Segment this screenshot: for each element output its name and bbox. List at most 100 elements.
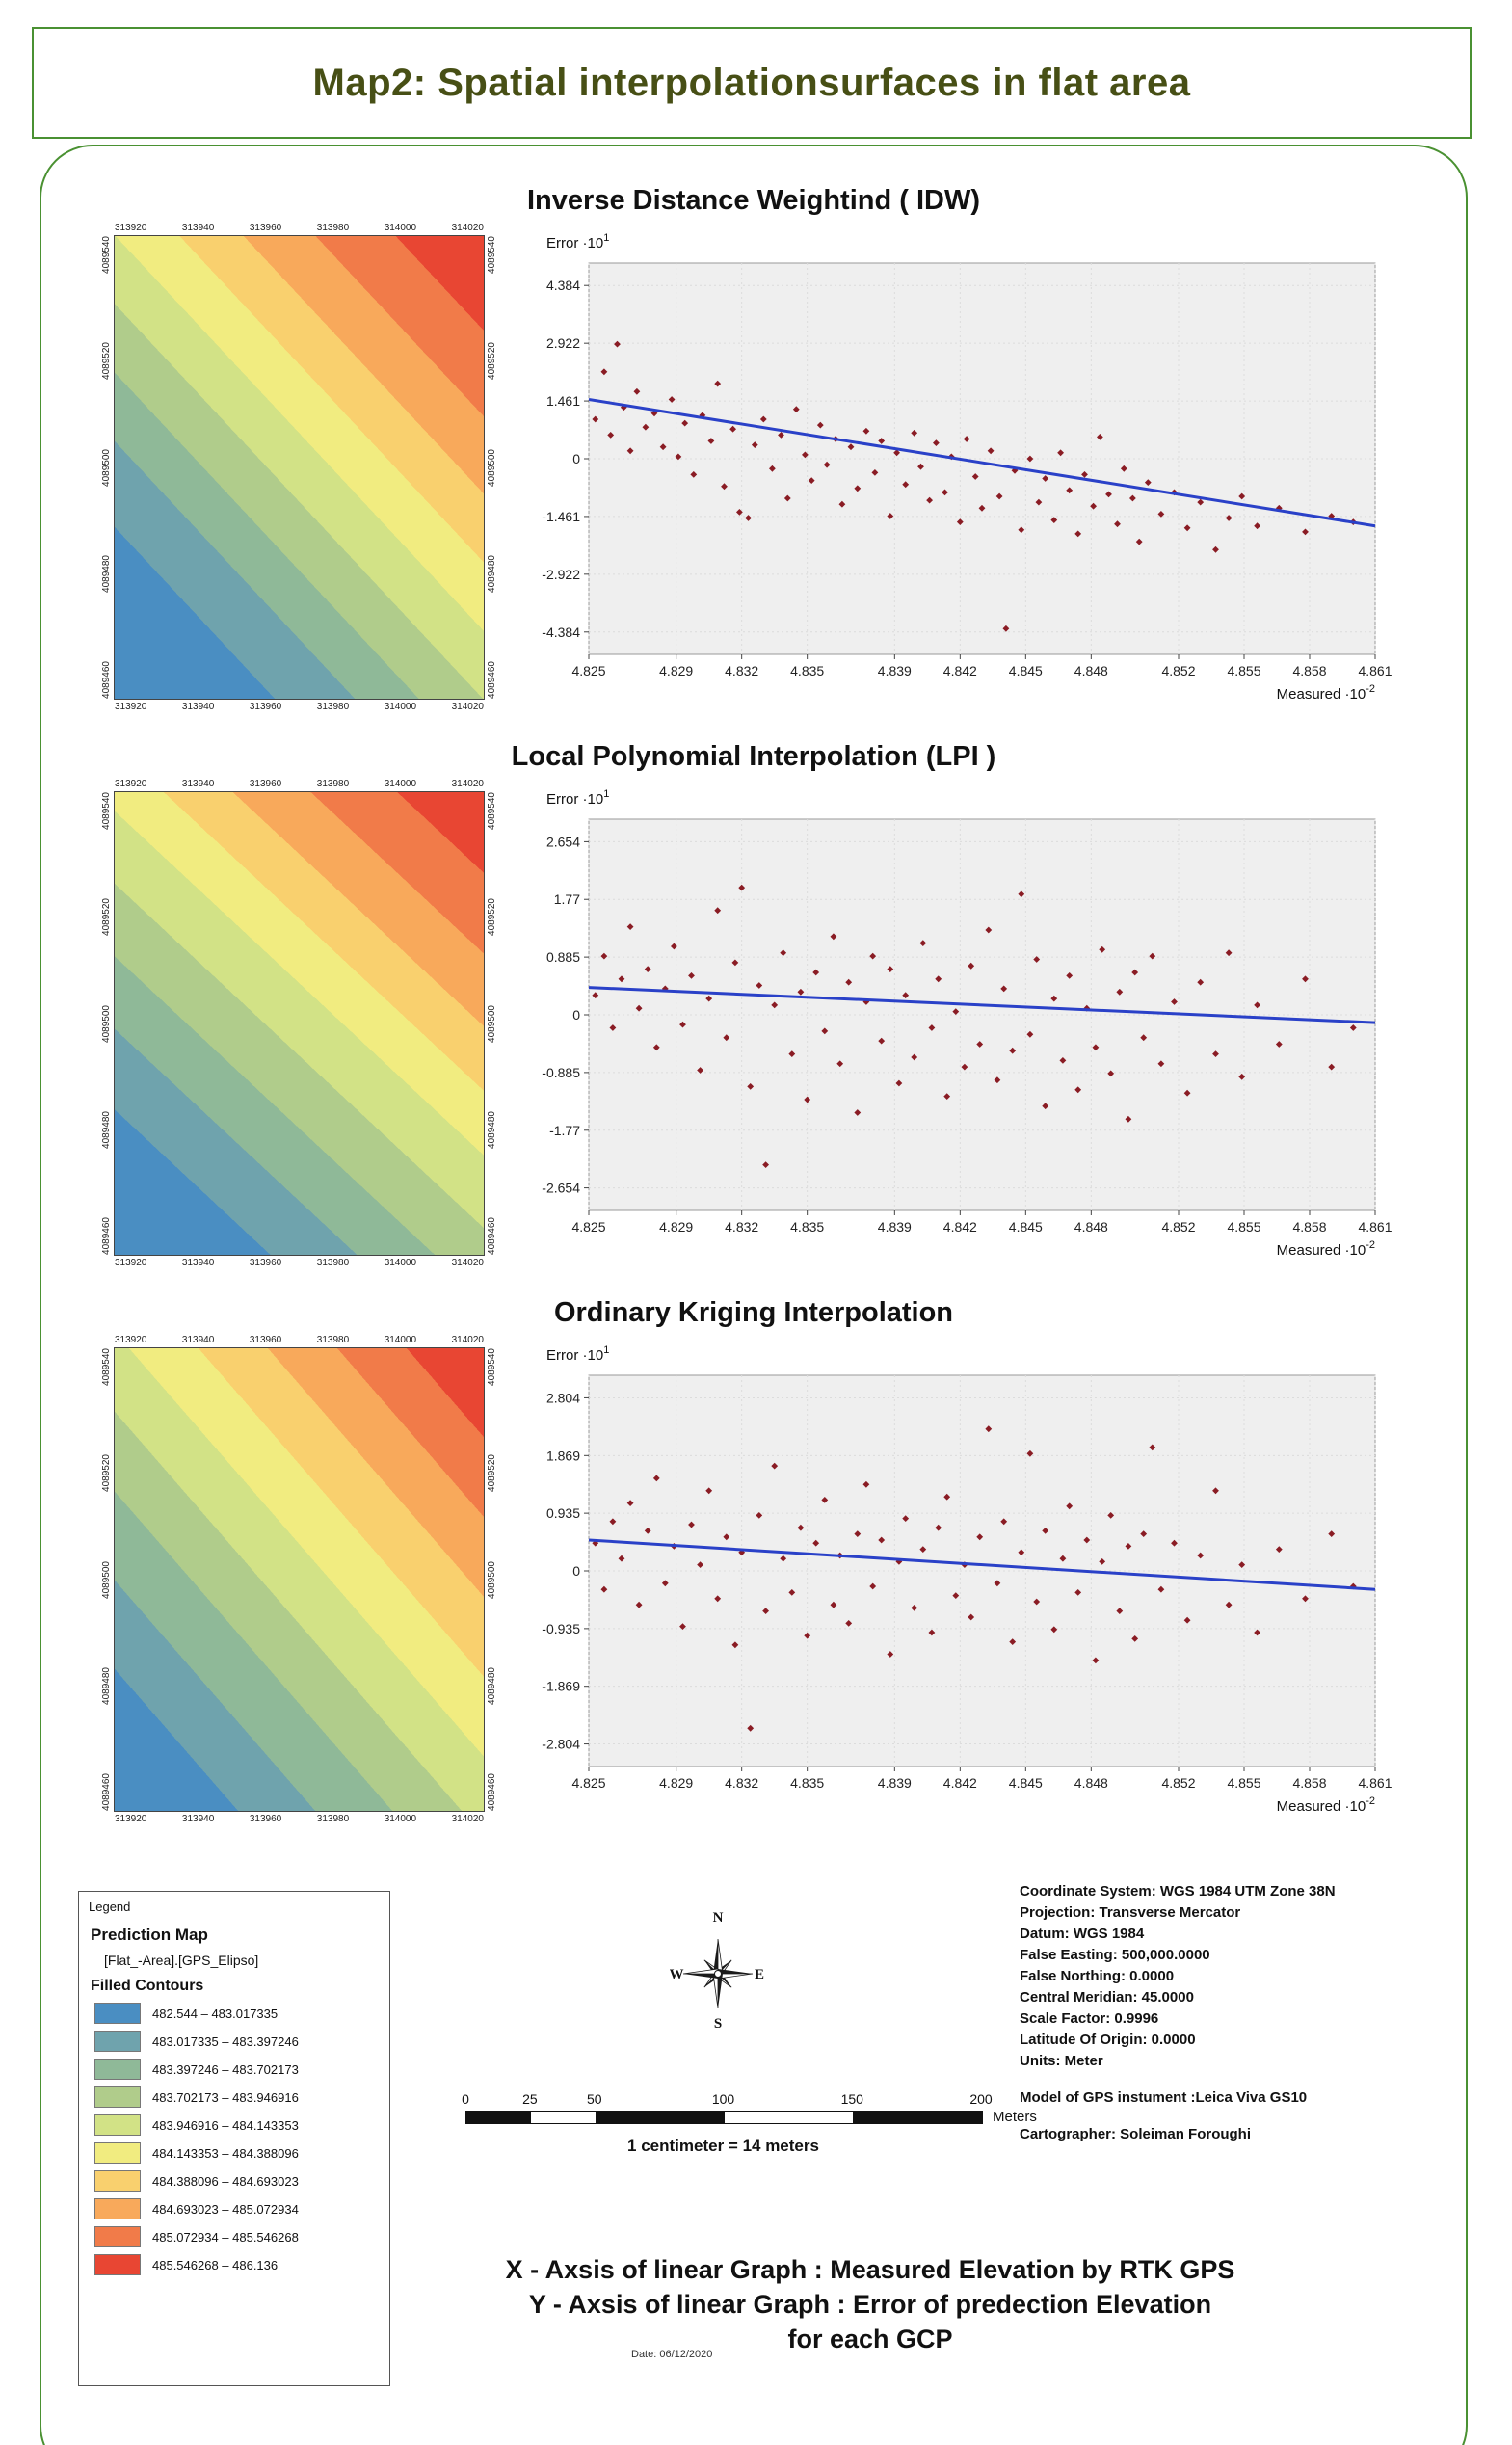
interpolation-surface: [114, 1347, 485, 1812]
map-tick-label: 4089480: [101, 1666, 112, 1705]
map-tick-label: 313940: [181, 1814, 215, 1824]
section-row: 313920 313940 313960 313980 314000 314020 408…: [41, 1329, 1466, 1830]
section-kriging: Ordinary Kriging Interpolation 313920 313…: [41, 1297, 1466, 1830]
page-title: Map2: Spatial interpolationsurfaces in f…: [312, 61, 1191, 104]
map-middle: 4089540 4089520 4089500 4089480 4089460 4089…: [99, 1347, 499, 1812]
legend-entries: 482.544 – 483.017335 483.017335 – 483.397…: [89, 2003, 380, 2275]
legend-swatch: [94, 2086, 141, 2108]
svg-text:4.855: 4.855: [1227, 1219, 1260, 1235]
legend-swatch: [94, 2059, 141, 2080]
legend-entry: 483.702173 – 483.946916: [94, 2086, 380, 2108]
scale-tick-label: 150: [840, 2091, 863, 2107]
svg-text:-2.654: -2.654: [542, 1180, 580, 1195]
error-scatter-chart-kriging: 4.825 4.829 4.832 4.835 4.839 4.842 4.845 4.848…: [525, 1331, 1402, 1829]
svg-text:Measured ·10-2: Measured ·10-2: [1277, 683, 1375, 703]
map-y-axis-labels-left: 4089540 4089520 4089500 4089480 4089460: [99, 1348, 114, 1811]
svg-text:4.858: 4.858: [1292, 1775, 1326, 1791]
svg-text:Measured ·10-2: Measured ·10-2: [1277, 1239, 1375, 1259]
map-x-axis-labels-bottom: 313920 313940 313960 313980 314000 314020: [115, 1814, 484, 1824]
coordinate-system-info-line: Central Meridian: 45.0000: [1020, 1989, 1194, 2006]
map-tick-label: 313980: [316, 1814, 350, 1824]
svg-text:4.832: 4.832: [725, 1219, 758, 1235]
map-tick-label: 4089480: [101, 1110, 112, 1149]
legend-swatch: [94, 2003, 141, 2024]
scale-tick-label: 200: [969, 2091, 993, 2107]
svg-text:4.825: 4.825: [571, 1219, 605, 1235]
svg-text:-1.461: -1.461: [542, 508, 580, 523]
map-y-axis-labels-left: 4089540 4089520 4089500 4089480 4089460: [99, 792, 114, 1255]
svg-text:Error ·101: Error ·101: [546, 232, 609, 252]
scale-bar: 0 25 50 100 150 200 Meters 1 centimeter = 14 …: [462, 2091, 1063, 2156]
map-tick-label: 313980: [316, 702, 350, 712]
section-title-lpi: Local Polynomial Interpolation (LPI ): [511, 741, 996, 772]
legend-entry: 484.388096 – 484.693023: [94, 2170, 380, 2192]
section-idw: Inverse Distance Weightind ( IDW) 313920…: [41, 185, 1466, 718]
svg-text:1.869: 1.869: [546, 1448, 580, 1463]
scale-bar-segment: [724, 2111, 854, 2123]
legend-entry: 483.397246 – 483.702173: [94, 2059, 380, 2080]
coordinate-system-info-line: Units: Meter: [1020, 2053, 1103, 2069]
svg-text:4.855: 4.855: [1227, 1775, 1260, 1791]
map-tick-label: 4089540: [487, 236, 497, 274]
svg-text:0.885: 0.885: [546, 949, 580, 965]
legend-swatch: [94, 2226, 141, 2247]
svg-text:2.654: 2.654: [546, 834, 580, 849]
svg-text:4.848: 4.848: [1074, 1775, 1108, 1791]
scatter-plot: 4.825 4.829 4.832 4.835 4.839 4.842 4.845 4.848…: [542, 788, 1392, 1259]
svg-text:Measured ·10-2: Measured ·10-2: [1277, 1795, 1375, 1815]
svg-text:4.825: 4.825: [571, 1775, 605, 1791]
map-tick-label: 4089480: [487, 1110, 497, 1149]
map-x-axis-labels-top: 313920 313940 313960 313980 314000 314020: [115, 223, 484, 233]
map-tick-label: 314000: [384, 1814, 417, 1824]
map-tick-label: 313960: [249, 1258, 282, 1268]
compass-west-label: W: [670, 1967, 684, 1982]
svg-text:4.829: 4.829: [659, 1219, 693, 1235]
map-tick-label: 4089520: [101, 1454, 112, 1493]
map-tick-label: 313980: [316, 1258, 350, 1268]
scale-tick-label: 0: [462, 2091, 469, 2107]
scale-tick-label: 25: [522, 2091, 538, 2107]
svg-text:1.461: 1.461: [546, 393, 580, 409]
map-tick-label: 4089520: [101, 898, 112, 937]
scale-bar-segments: [465, 2110, 983, 2124]
error-scatter-chart-lpi: 4.825 4.829 4.832 4.835 4.839 4.842 4.845 4.848…: [525, 775, 1402, 1273]
scale-note: 1 centimeter = 14 meters: [627, 2137, 819, 2155]
legend-entry-label: 483.946916 – 484.143353: [152, 2117, 299, 2133]
map-tick-label: 314020: [451, 1258, 484, 1268]
map-tick-label: 4089480: [487, 1666, 497, 1705]
svg-text:4.855: 4.855: [1227, 663, 1260, 678]
map-tick-label: 4089500: [101, 448, 112, 487]
svg-text:4.839: 4.839: [878, 1775, 912, 1791]
scale-tick-label: 100: [711, 2091, 735, 2107]
map-tick-label: 313920: [115, 779, 147, 789]
map-tick-label: 313980: [316, 779, 350, 789]
main-content-box: Inverse Distance Weightind ( IDW) 313920…: [40, 145, 1468, 2445]
svg-text:4.835: 4.835: [790, 663, 824, 678]
compass-east-label: E: [755, 1967, 764, 1982]
axis-explanation-line-x: X - Axsis of linear Graph : Measured Ele…: [505, 2255, 1235, 2284]
svg-text:4.858: 4.858: [1292, 663, 1326, 678]
legend-entry-label: 483.702173 – 483.946916: [152, 2089, 299, 2105]
svg-text:4.829: 4.829: [659, 663, 693, 678]
svg-text:4.852: 4.852: [1161, 1775, 1195, 1791]
map-tick-label: 4089460: [101, 1773, 112, 1811]
svg-text:4.842: 4.842: [943, 663, 977, 678]
svg-text:4.861: 4.861: [1358, 1219, 1392, 1235]
map-x-axis-labels-bottom: 313920 313940 313960 313980 314000 314020: [115, 702, 484, 712]
map-middle: 4089540 4089520 4089500 4089480 4089460 4089…: [99, 235, 499, 700]
map-tick-label: 313940: [181, 1335, 215, 1345]
svg-text:4.861: 4.861: [1358, 1775, 1392, 1791]
map-tick-label: 313960: [249, 223, 282, 233]
coordinate-system-info-line: Coordinate System: WGS 1984 UTM Zone 38N: [1020, 1883, 1336, 1900]
error-scatter-chart-idw: 4.825 4.829 4.832 4.835 4.839 4.842 4.845 4.848…: [525, 219, 1402, 717]
map-tick-label: 313980: [316, 223, 350, 233]
legend-entry: 485.546268 – 486.136: [94, 2254, 380, 2275]
coordinate-system-info: Coordinate System: WGS 1984 UTM Zone 38N…: [1020, 1881, 1482, 2072]
coordinate-system-info-line: False Easting: 500,000.0000: [1020, 1947, 1210, 1963]
coordinate-system-info-line: Datum: WGS 1984: [1020, 1926, 1145, 1942]
legend-subtitle: Filled Contours: [91, 1978, 204, 1994]
map-tick-label: 4089460: [101, 1217, 112, 1255]
svg-text:Error ·101: Error ·101: [546, 788, 609, 808]
map-tick-label: 313960: [249, 1335, 282, 1345]
legend-entry: 484.143353 – 484.388096: [94, 2142, 380, 2164]
